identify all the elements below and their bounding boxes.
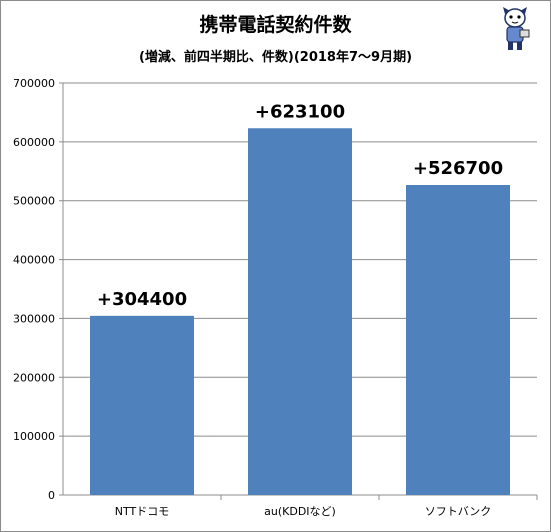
y-tick-label: 300000 <box>13 312 55 325</box>
x-tick-label: NTTドコモ <box>115 505 169 518</box>
y-tick-label: 600000 <box>13 136 55 149</box>
bar <box>406 184 510 495</box>
data-label: +304400 <box>97 289 187 310</box>
y-tick-label: 100000 <box>13 430 55 443</box>
chart-subtitle: (増減、前四半期比、件数)(2018年7～9月期) <box>138 50 413 65</box>
y-tick-label: 500000 <box>13 195 55 208</box>
y-tick-label: 200000 <box>13 371 55 384</box>
data-label: +623100 <box>255 101 345 122</box>
y-tick-label: 400000 <box>13 254 55 267</box>
x-tick-label: ソフトバンク <box>425 505 492 518</box>
bar <box>248 128 352 495</box>
y-tick-label: 700000 <box>13 77 55 90</box>
chart-title: 携帯電話契約件数 <box>199 14 352 36</box>
x-tick-label: au(KDDIなど) <box>264 505 336 518</box>
cartoon-character-icon <box>503 7 530 50</box>
y-tick-label: 0 <box>48 489 55 502</box>
bar <box>90 315 194 495</box>
data-label: +526700 <box>413 158 503 179</box>
